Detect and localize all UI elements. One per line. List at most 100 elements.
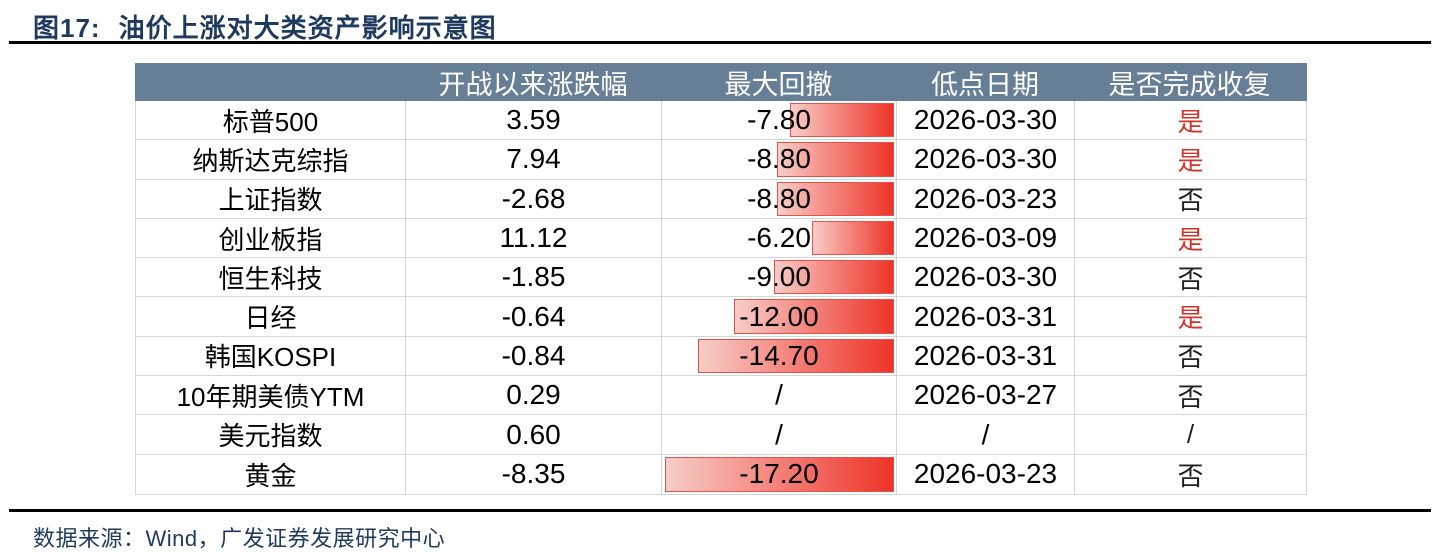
drawdown-data-bar [790, 103, 894, 138]
low-date-cell-text: 2026-03-09 [913, 222, 1058, 254]
drawdown-data-bar [811, 220, 894, 256]
recovered-cell-text: 是 [1177, 145, 1204, 176]
change-cell-text: 7.94 [506, 143, 561, 175]
low-date-cell: 2026-03-27 [897, 376, 1075, 415]
asset-name-cell-text: 上证指数 [218, 185, 323, 216]
recovered-cell: 是 [1075, 219, 1306, 257]
recovered-cell: 是 [1075, 297, 1306, 335]
table-row: 黄金 -8.35 -17.20 2026-03-23 否 [136, 454, 1306, 494]
recovered-cell-text: 是 [1177, 303, 1204, 334]
recovered-cell: 否 [1075, 376, 1306, 414]
drawdown-cell: / [662, 376, 897, 415]
change-cell: 3.59 [406, 101, 662, 140]
asset-name-cell: 黄金 [136, 454, 406, 494]
recovered-cell-text: 否 [1177, 185, 1204, 216]
table-row: 日经 -0.64 -12.00 2026-03-31 是 [136, 297, 1306, 337]
recovered-cell: 是 [1075, 101, 1306, 139]
recovered-cell-text: 是 [1177, 106, 1204, 137]
figure-number: 图17: [33, 13, 101, 43]
asset-name-cell: 美元指数 [136, 415, 406, 454]
drawdown-data-bar [776, 142, 894, 177]
recovered-cell-text: 否 [1177, 460, 1204, 491]
low-date-cell: 2026-03-30 [897, 258, 1075, 297]
table-row: 上证指数 -2.68 -8.80 2026-03-23 否 [136, 179, 1306, 219]
low-date-cell-text: 2026-03-23 [913, 182, 1058, 214]
change-cell: 11.12 [406, 218, 662, 258]
asset-name-cell-text: 韩国KOSPI [204, 342, 337, 373]
recovered-cell-text: 否 [1177, 381, 1204, 412]
drawdown-data-bar [734, 299, 894, 334]
change-cell-text: 0.60 [506, 418, 561, 450]
low-date-cell: 2026-03-23 [897, 179, 1075, 218]
table-row: 美元指数 0.60 / / / [136, 415, 1306, 455]
low-date-cell: / [897, 415, 1075, 454]
low-date-cell-text: 2026-03-31 [913, 300, 1058, 332]
asset-name-cell-text: 日经 [244, 303, 297, 334]
recovered-cell: 否 [1075, 337, 1306, 375]
recovered-cell-text: / [1186, 419, 1195, 450]
title-divider-line [9, 41, 1431, 44]
column-header-2: 最大回撤 [724, 69, 833, 100]
change-cell: 7.94 [406, 140, 662, 179]
asset-name-cell-text: 纳斯达克综指 [192, 145, 349, 176]
change-cell-text: -8.35 [501, 458, 566, 490]
change-cell-text: 3.59 [506, 104, 561, 136]
change-cell-text: -1.85 [501, 261, 566, 293]
drawdown-cell-text: -14.70 [739, 339, 819, 371]
change-cell-text: -2.68 [501, 182, 566, 214]
asset-name-cell: 标普500 [136, 101, 406, 140]
recovered-cell: 否 [1075, 455, 1306, 494]
drawdown-cell: -8.80 [662, 179, 897, 218]
drawdown-cell-text: -17.20 [739, 458, 819, 490]
asset-name-cell: 纳斯达克综指 [136, 140, 406, 179]
change-cell-text: 11.12 [499, 222, 568, 254]
asset-name-cell-text: 美元指数 [218, 421, 323, 452]
recovered-cell: / [1075, 415, 1306, 453]
change-cell: -1.85 [406, 258, 662, 297]
drawdown-cell: -8.80 [662, 140, 897, 179]
column-header-4: 是否完成收复 [1108, 69, 1271, 100]
asset-name-cell: 日经 [136, 297, 406, 336]
drawdown-cell: -6.20 [662, 218, 897, 258]
asset-name-cell: 恒生科技 [136, 258, 406, 297]
drawdown-cell: -12.00 [662, 297, 897, 336]
asset-name-cell-text: 黄金 [244, 460, 297, 491]
low-date-cell: 2026-03-31 [897, 297, 1075, 336]
drawdown-data-bar [665, 456, 894, 492]
recovered-cell: 是 [1075, 140, 1306, 178]
low-date-cell-text: 2026-03-30 [913, 104, 1058, 136]
asset-name-cell: 韩国KOSPI [136, 336, 406, 376]
low-date-cell-text: 2026-03-30 [913, 261, 1058, 293]
drawdown-cell-text: -8.80 [747, 143, 811, 175]
recovered-cell: 否 [1075, 180, 1306, 218]
drawdown-data-bar [776, 181, 894, 216]
column-header-0 [135, 63, 405, 101]
change-cell: -8.35 [406, 454, 662, 494]
asset-name-cell-text: 创业板指 [218, 224, 323, 255]
asset-name-cell: 10年期美债YTM [136, 376, 406, 415]
column-header-1: 开战以来涨跌幅 [438, 69, 628, 100]
low-date-cell: 2026-03-30 [897, 140, 1075, 179]
change-cell: 0.29 [406, 376, 662, 415]
drawdown-cell-text: -6.20 [747, 222, 811, 254]
change-cell-text: 0.29 [506, 379, 561, 411]
asset-name-cell-text: 标普500 [222, 106, 319, 137]
table-row: 标普500 3.59 -7.80 2026-03-30 是 [136, 101, 1306, 141]
change-cell: -2.68 [406, 179, 662, 218]
drawdown-cell-text: -9.00 [747, 261, 811, 293]
drawdown-cell: -7.80 [662, 101, 897, 140]
low-date-cell: 2026-03-23 [897, 454, 1075, 494]
drawdown-cell-text: / [775, 418, 783, 450]
table-row: 10年期美债YTM 0.29 / 2026-03-27 否 [136, 376, 1306, 416]
recovered-cell-text: 否 [1177, 342, 1204, 373]
drawdown-cell: -9.00 [662, 258, 897, 297]
drawdown-cell: / [662, 415, 897, 454]
table-header-row: 开战以来涨跌幅 最大回撤 低点日期 是否完成收复 [135, 63, 1307, 101]
low-date-cell: 2026-03-09 [897, 218, 1075, 258]
drawdown-cell-text: / [775, 379, 783, 411]
table-row: 创业板指 11.12 -6.20 2026-03-09 是 [136, 218, 1306, 259]
change-cell: -0.84 [406, 336, 662, 376]
low-date-cell-text: 2026-03-23 [913, 458, 1058, 490]
low-date-cell-text: 2026-03-30 [913, 143, 1058, 175]
drawdown-data-bar [774, 260, 894, 295]
